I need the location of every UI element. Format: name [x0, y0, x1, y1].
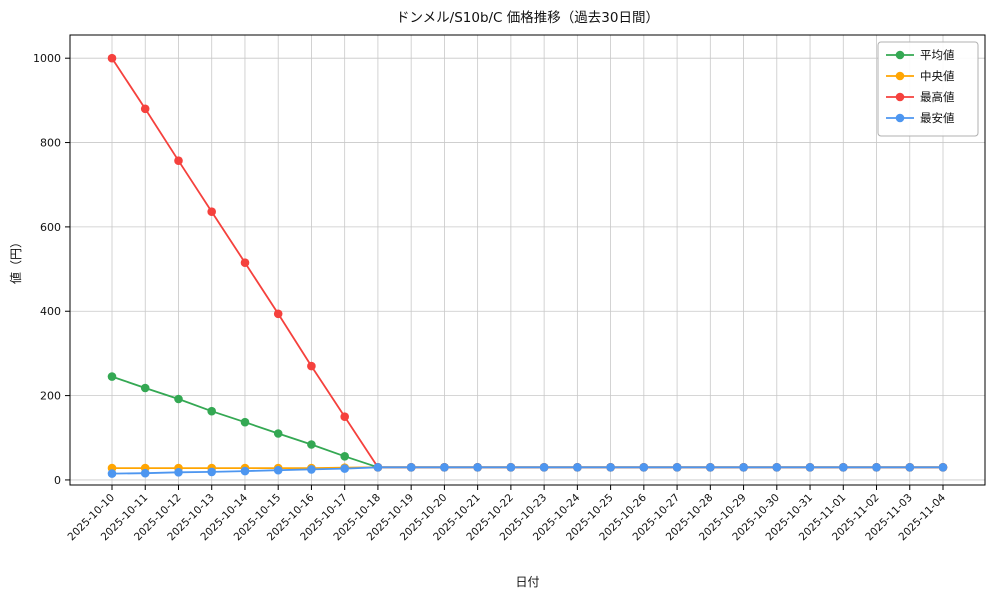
data-point [539, 463, 549, 472]
data-point [706, 463, 715, 472]
data-point [872, 463, 881, 472]
data-point [273, 465, 283, 475]
data-point [905, 463, 915, 472]
data-point [307, 361, 316, 371]
data-point [174, 394, 183, 404]
data-point [107, 469, 117, 478]
y-tick-label: 400 [40, 305, 61, 318]
data-point [240, 258, 250, 268]
data-point [373, 463, 383, 472]
legend-marker [895, 71, 905, 81]
chart-title: ドンメル/S10b/C 価格推移（過去30日間） [396, 10, 659, 26]
y-axis-ticks: 0 200 400 600 800 1000 [33, 52, 70, 487]
data-point [207, 406, 216, 416]
data-point [506, 463, 516, 472]
data-point [406, 463, 416, 472]
y-tick-label: 1000 [33, 52, 61, 65]
data-point [473, 463, 482, 472]
data-point [440, 463, 449, 472]
data-point [340, 464, 350, 473]
data-point [839, 463, 848, 472]
data-point [140, 104, 150, 114]
data-point [340, 412, 350, 422]
data-point [307, 440, 316, 449]
series-最安値 [107, 463, 948, 478]
data-point [938, 463, 948, 472]
data-point [240, 466, 250, 476]
x-axis-label: 日付 [515, 575, 539, 589]
data-point [207, 467, 216, 477]
data-point [273, 429, 283, 438]
y-tick-label: 800 [40, 137, 61, 150]
data-point [107, 372, 117, 381]
data-point [739, 463, 748, 472]
data-point [805, 463, 815, 472]
data-point [207, 207, 216, 216]
y-axis-label: 値（円） [8, 236, 23, 284]
y-tick-label: 0 [54, 474, 61, 487]
data-point [340, 452, 350, 461]
data-point [140, 383, 150, 393]
data-point [273, 309, 283, 319]
data-point [140, 468, 150, 478]
data-point [606, 463, 615, 472]
data-point [672, 463, 682, 472]
data-point [639, 463, 649, 472]
data-point [772, 463, 782, 472]
y-tick-label: 600 [40, 221, 61, 234]
legend-marker [895, 113, 905, 123]
legend-label: 最高値 [920, 90, 955, 104]
data-point [240, 417, 250, 427]
data-point [107, 53, 117, 63]
legend-marker [895, 92, 905, 102]
data-point [174, 468, 183, 477]
data-point [174, 156, 183, 165]
legend-marker [895, 50, 905, 60]
data-point [573, 463, 582, 472]
data-point [307, 465, 316, 474]
legend-label: 中央値 [920, 69, 955, 83]
y-tick-label: 200 [40, 390, 61, 403]
plot-border [69, 34, 986, 486]
legend-label: 最安値 [920, 111, 955, 125]
legend-label: 平均値 [920, 48, 955, 62]
